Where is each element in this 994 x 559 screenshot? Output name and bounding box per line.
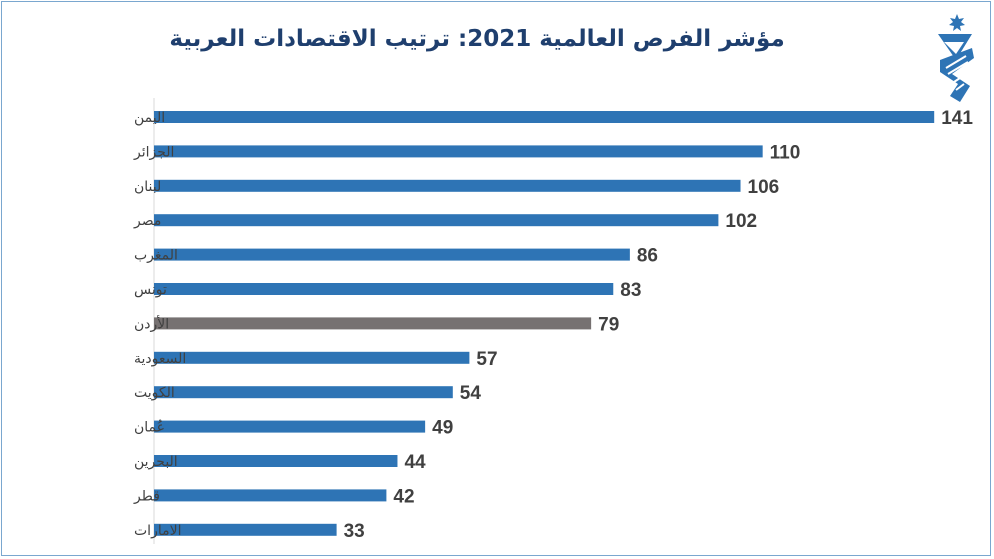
bar [154,214,719,227]
data-label: 110 [770,142,801,163]
bar [154,283,614,295]
category-label: مصر [133,213,161,229]
data-label: 57 [476,349,497,370]
bar [154,523,337,536]
category-label: الأردن [134,314,169,332]
bar [154,386,453,399]
data-label: 49 [432,418,453,439]
data-label: 33 [344,521,365,542]
data-label: 102 [725,211,757,232]
data-label: 141 [941,108,973,129]
category-label: لبنان [134,179,161,195]
chart-title: مؤشر الفرص العالمية 2021: ترتيب الاقتصاد… [169,26,785,52]
bar [154,248,630,261]
category-label: تونس [134,282,167,298]
data-label: 42 [393,486,414,507]
category-label: عُمان [134,420,165,436]
category-label: البحرين [134,454,178,470]
bar [154,317,592,330]
bar [154,179,741,192]
bar [154,111,935,123]
category-label: المغرب [134,248,178,264]
org-logo-icon [938,14,974,102]
bar [154,351,470,364]
category-label: الجزائر [133,144,174,160]
bar [154,455,398,467]
category-label: قطر [133,488,160,504]
data-label: 106 [748,177,780,198]
data-label: 79 [598,314,619,335]
data-label: 83 [620,280,641,301]
category-label: الامارات [134,523,181,539]
category-label: اليمن [134,110,165,126]
category-label: الكويت [134,385,175,401]
bar [154,145,763,158]
data-label: 54 [460,383,482,404]
bar [154,420,426,433]
data-label: 86 [637,246,658,267]
data-label: 44 [404,452,426,473]
bar [154,489,387,502]
category-label: السعودية [134,351,186,367]
